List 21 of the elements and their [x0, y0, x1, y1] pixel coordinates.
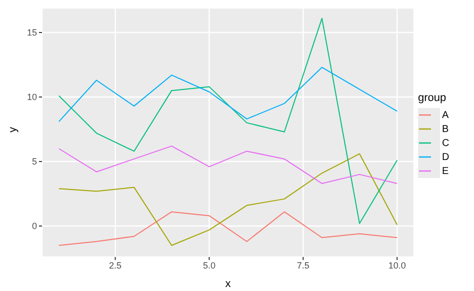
x-tick-label: 7.5	[296, 260, 310, 270]
legend-label: E	[442, 166, 449, 176]
x-tick-label: 5.0	[202, 260, 216, 270]
y-axis-title: y	[6, 126, 19, 132]
y-tick-label: 15	[26, 28, 37, 38]
x-tick-label: 2.5	[109, 260, 122, 270]
legend-title: group	[418, 92, 446, 104]
line-series	[58, 211, 398, 246]
y-tick-label: 5	[32, 156, 37, 167]
y-tick-label: 10	[26, 92, 37, 102]
legend-label: A	[442, 110, 449, 120]
legend-label: B	[442, 124, 449, 134]
x-tick-label: 10.0	[388, 260, 406, 270]
line-series	[58, 66, 398, 122]
legend-label: C	[442, 138, 450, 148]
x-axis-title: x	[225, 278, 232, 290]
legend-label: D	[442, 152, 450, 162]
line-series	[58, 153, 398, 246]
line-series	[58, 146, 398, 184]
y-tick-label: 0	[32, 221, 37, 232]
line-series	[58, 18, 398, 224]
